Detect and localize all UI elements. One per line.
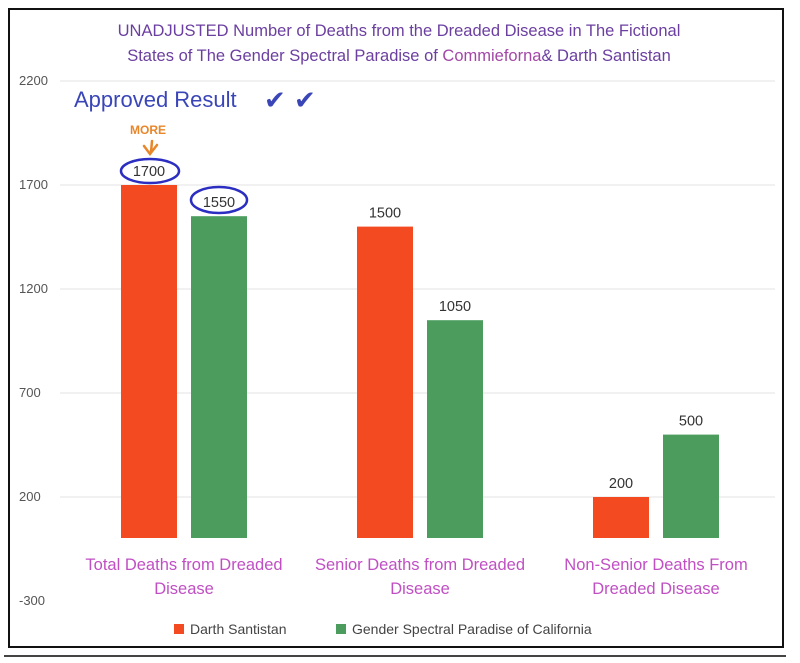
y-axis-ticks: -300 200 700 1200 1700 2200 <box>19 73 48 608</box>
data-label: 1500 <box>369 206 401 222</box>
circle-annotation-2 <box>189 185 249 215</box>
y-tick-label: 2200 <box>19 73 48 88</box>
bar <box>593 497 649 538</box>
title-part-b: Commieforna <box>442 47 542 65</box>
y-tick-label: 1700 <box>19 177 48 192</box>
bar <box>357 226 413 538</box>
y-tick-label: 700 <box>19 385 41 400</box>
legend: Darth Santistan Gender Spectral Paradise… <box>174 621 592 637</box>
bar <box>663 434 719 538</box>
data-label: 1700 <box>133 164 165 180</box>
category-label: Disease <box>154 580 214 598</box>
data-label: 200 <box>609 476 633 492</box>
more-arrow-icon <box>142 139 159 157</box>
gridlines <box>60 80 775 498</box>
checkmarks-annotation: ✔ ✔ <box>264 86 316 116</box>
data-label: 500 <box>679 414 703 430</box>
title-part-a: States of The Gender Spectral Paradise o… <box>127 47 442 65</box>
category-label: Senior Deaths from Dreaded <box>315 556 525 574</box>
chart-title-line2: States of The Gender Spectral Paradise o… <box>127 47 671 65</box>
y-tick-label: 200 <box>19 489 41 504</box>
bar <box>191 216 247 538</box>
legend-label-darth-santistan: Darth Santistan <box>190 621 287 637</box>
legend-swatch-darth-santistan <box>174 624 184 634</box>
data-label: 1050 <box>439 299 471 315</box>
data-label: 1550 <box>203 195 235 211</box>
data-labels: 1700 1550 1500 1050 200 500 <box>133 164 703 492</box>
bar <box>427 320 483 538</box>
chart-title-line1: UNADJUSTED Number of Deaths from the Dre… <box>118 22 681 40</box>
category-label: Disease <box>390 580 450 598</box>
y-tick-label: -300 <box>19 593 45 608</box>
circle-annotation-1 <box>119 157 181 185</box>
bar <box>121 185 177 538</box>
title-part-c: & Darth Santistan <box>541 47 670 65</box>
more-annotation: MORE <box>130 123 166 137</box>
category-label: Total Deaths from Dreaded <box>85 556 282 574</box>
category-labels: Total Deaths from Dreaded Disease Senior D… <box>85 556 747 598</box>
category-label: Non-Senior Deaths From <box>564 556 747 574</box>
legend-label-california: Gender Spectral Paradise of California <box>352 621 592 637</box>
legend-swatch-california <box>336 624 346 634</box>
bars <box>121 185 719 538</box>
category-label: Dreaded Disease <box>592 580 720 598</box>
approved-result-annotation: Approved Result <box>74 87 237 112</box>
y-tick-label: 1200 <box>19 281 48 296</box>
